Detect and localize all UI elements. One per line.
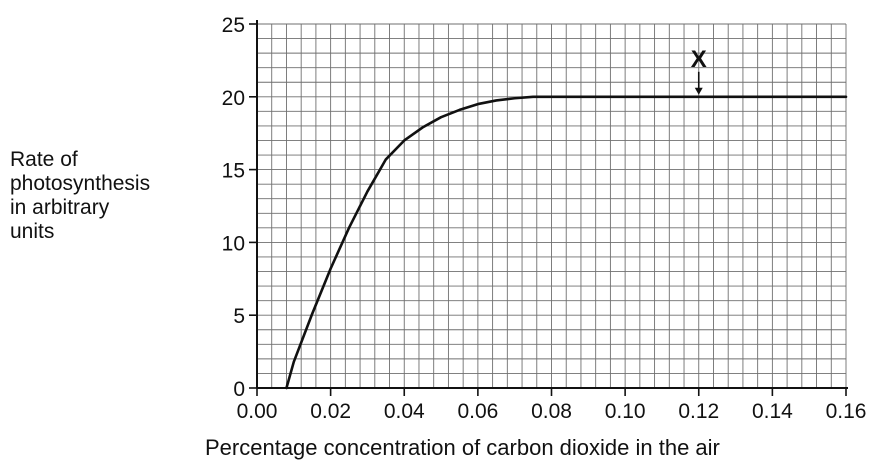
x-tick-label: 0.16 — [826, 400, 867, 423]
series — [285, 95, 848, 390]
x-tick-label: 0.12 — [678, 400, 719, 423]
x-axis-label: Percentage concentration of carbon dioxi… — [205, 435, 720, 460]
annotation-arrow-head — [694, 87, 703, 95]
y-axis-label: Rate of photosynthesis in arbitrary unit… — [10, 148, 210, 244]
x-tick-label: 0.02 — [310, 400, 351, 423]
y-axis-label-line: units — [10, 220, 55, 243]
data-line — [285, 95, 848, 390]
y-tick-label: 15 — [222, 160, 245, 183]
x-tick-label: 0.00 — [237, 400, 278, 423]
y-axis-label-line: Rate of — [10, 148, 78, 171]
y-axis-label-line: photosynthesis — [10, 172, 151, 195]
y-axis-label-line: in arbitrary — [10, 196, 110, 219]
y-tick-label: 20 — [222, 87, 245, 110]
x-tick-label: 0.14 — [752, 400, 793, 423]
y-tick-label: 10 — [222, 232, 245, 255]
y-tick-label: 5 — [233, 305, 245, 328]
x-tick-label: 0.06 — [457, 400, 498, 423]
annotation-label: X — [691, 46, 707, 73]
axes — [249, 20, 848, 396]
y-tick-label: 0 — [233, 378, 245, 401]
tick-labels: 0.00 0.02 0.04 0.06 0.08 0.10 0.12 0.14 0.16 0 5 10… — [222, 14, 867, 423]
grid — [257, 23, 847, 388]
annotations: X — [691, 46, 707, 95]
y-tick-label: 25 — [222, 14, 245, 37]
x-tick-label: 0.04 — [384, 400, 425, 423]
x-tick-label: 0.10 — [605, 400, 646, 423]
x-tick-label: 0.08 — [531, 400, 572, 423]
